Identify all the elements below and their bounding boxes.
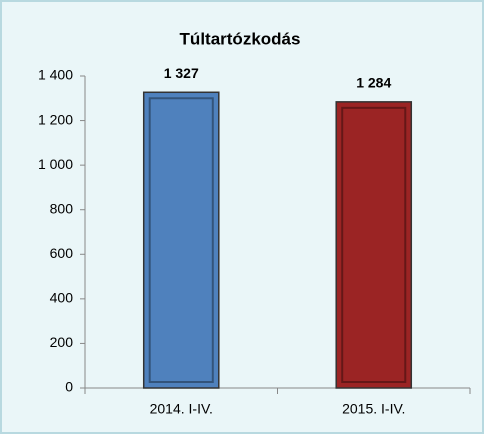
y-tick-label: 800	[50, 200, 74, 216]
chart-title: Túltartózkodás	[180, 29, 301, 48]
y-tick-label: 600	[50, 245, 74, 261]
y-tick-label: 1 000	[38, 156, 73, 172]
bar	[335, 101, 413, 389]
x-tick-label: 2015. I-IV.	[342, 401, 405, 417]
value-label: 1 327	[164, 65, 199, 81]
value-label: 1 284	[356, 75, 391, 91]
y-tick-label: 400	[50, 290, 74, 306]
y-tick-label: 1 400	[38, 67, 73, 83]
y-tick-label: 1 200	[38, 111, 73, 127]
bar-bevel	[341, 106, 407, 383]
x-tick-label: 2014. I-IV.	[150, 401, 213, 417]
bar	[142, 91, 220, 389]
bar-bevel	[148, 97, 214, 383]
y-tick-label: 200	[50, 334, 74, 350]
y-tick-label: 0	[65, 379, 73, 395]
